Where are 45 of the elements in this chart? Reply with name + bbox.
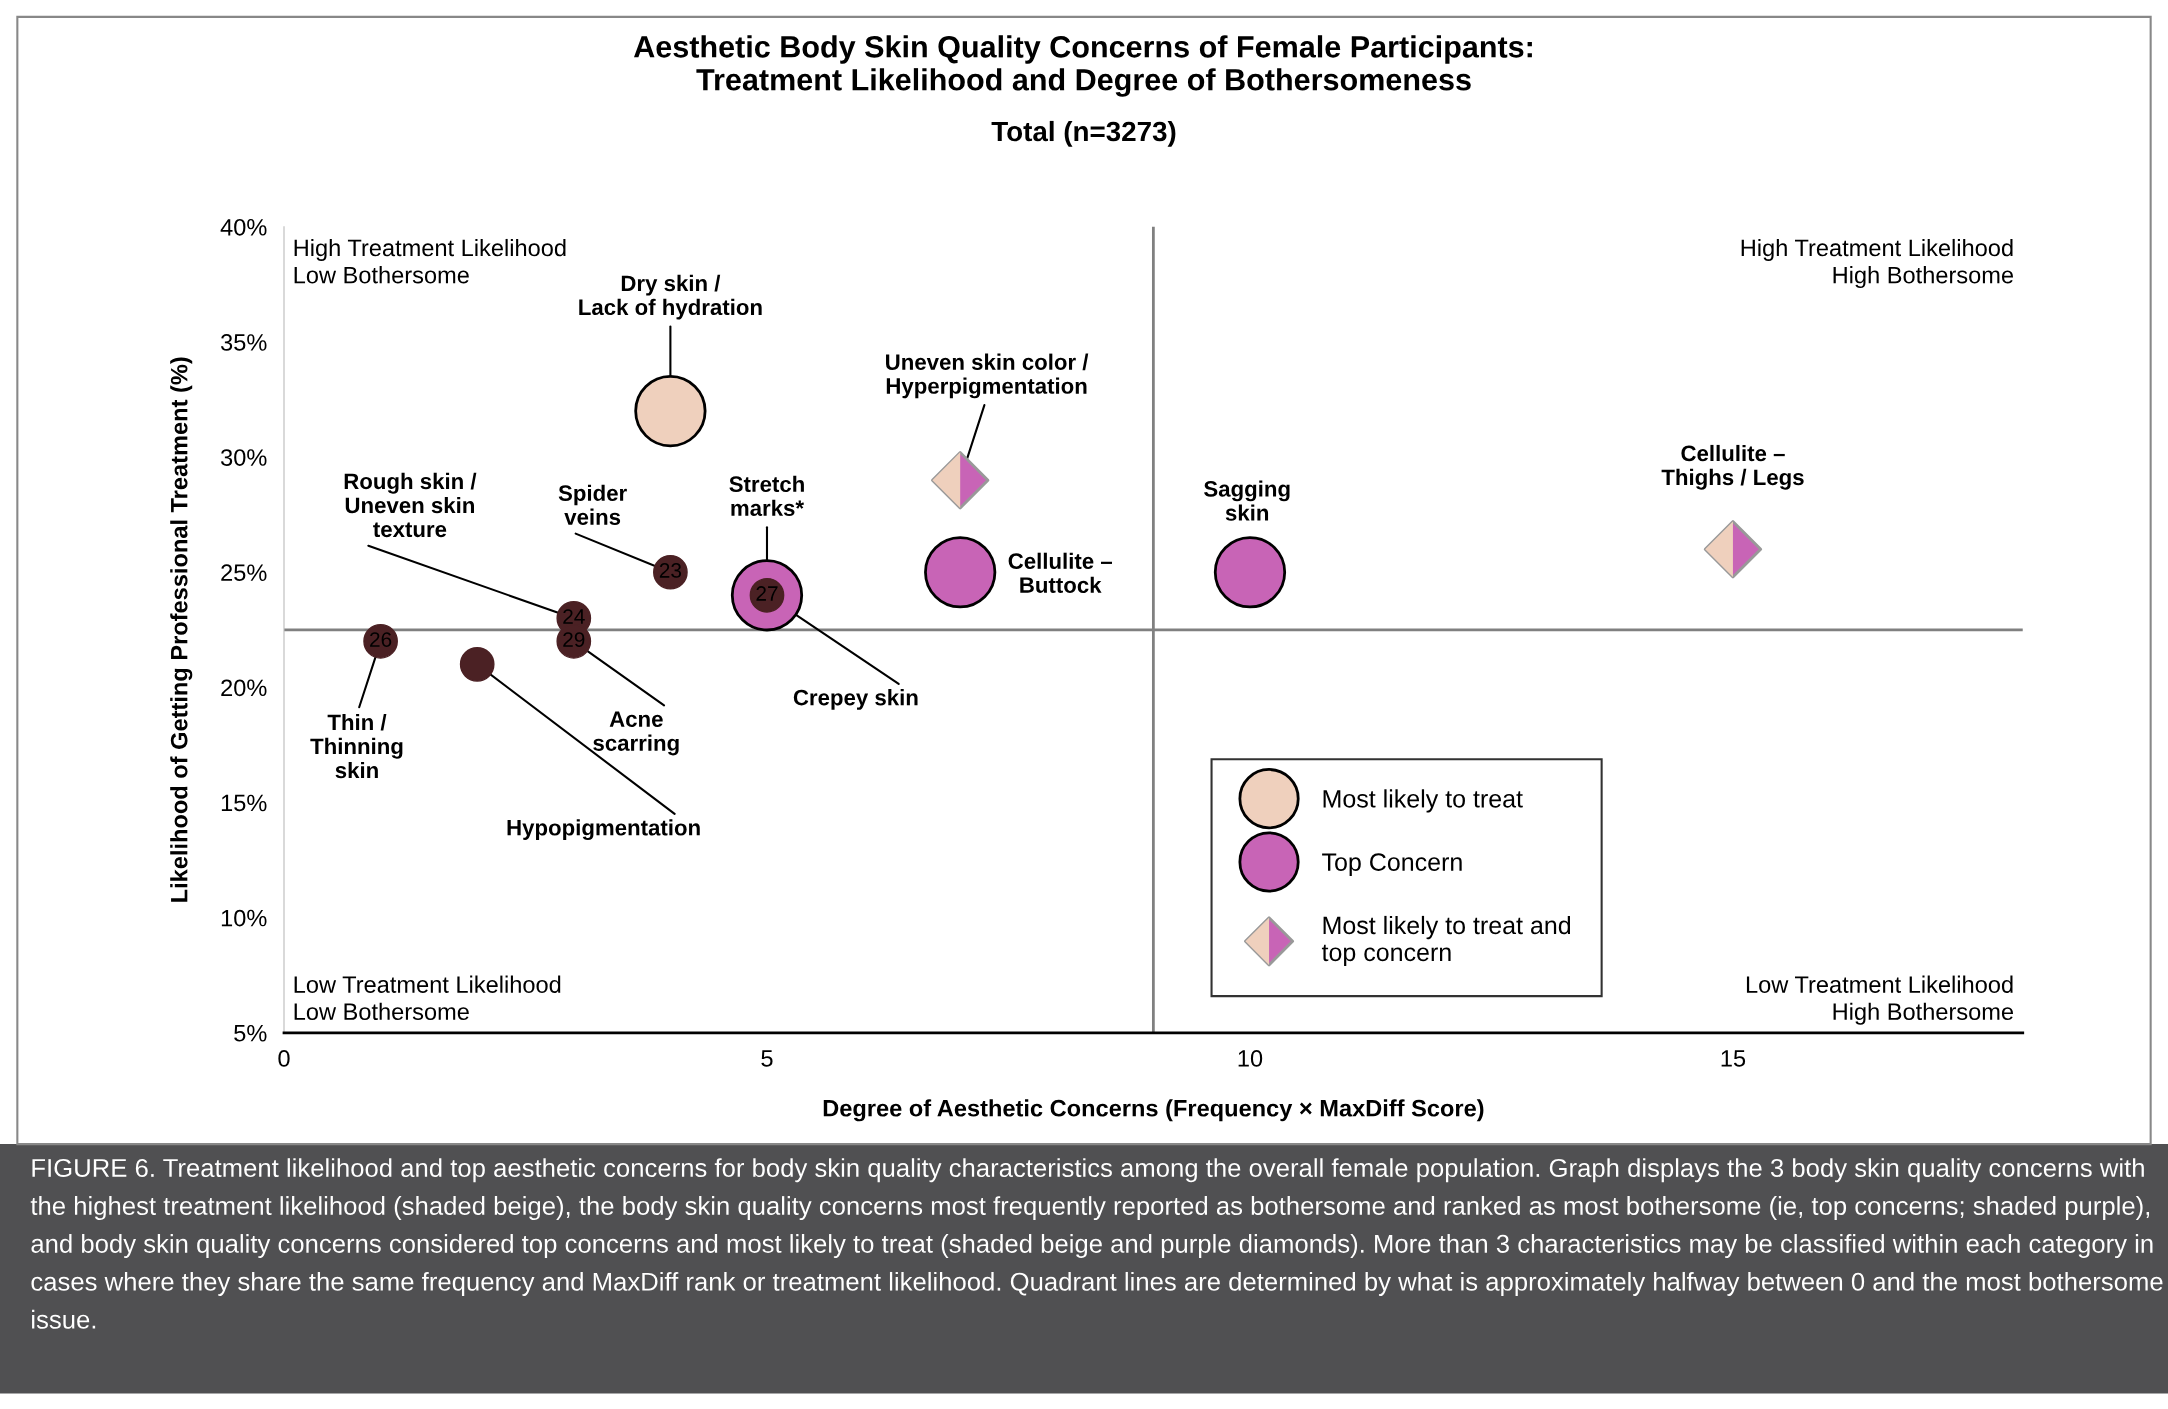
legend-label: Most likely to treat — [1323, 789, 1523, 813]
x-tick-label: 10 — [1238, 1050, 1263, 1067]
annotation: Uneven skin color / Hyperpigmentation — [886, 353, 1089, 399]
annotation: 26 — [370, 632, 392, 647]
x-tick-label: 15 — [1721, 1050, 1746, 1067]
annotation: 27 — [756, 586, 778, 601]
annotation: Stretch marks* — [729, 475, 805, 516]
chart-title: Aesthetic Body Skin Quality Concerns of Female Participants: Treatment Likelihood and Degree of Bothersomeness — [633, 35, 1532, 97]
y-tick-label: 5% — [234, 1024, 267, 1042]
y-tick-label: 25% — [221, 564, 267, 582]
y-tick-label: 10% — [221, 909, 267, 927]
annotation: 29 — [563, 632, 585, 647]
annotation: 23 — [659, 563, 682, 578]
y-tick-label: 40% — [220, 218, 267, 236]
caption: FIGURE 6. Treatment likelihood and top aesthetic concerns for body skin quality characteristics among the overall female population. Graph displays the 3 body skin quality concerns with the highest treatment likelihood (shaded beige), the body skin quality concerns most frequently reported as bothersome and ranked as most bothersome (ie, top concerns; shaded purple), and body skin quality concerns considered top concerns and most likely to treat (shaded beige and purple diamonds). More than 3 characteristics may be classified within each category in cases where they share the same frequency and MaxDiff rank or treatment likelihood. Quadrant lines are determined by what is approximately halfway between 0 and the most bothersome issue. — [30, 1158, 2163, 1329]
point — [924, 536, 997, 609]
x-tick-label: 5 — [761, 1050, 773, 1067]
annotation: Cellulite – Thighs / Legs — [1661, 444, 1804, 490]
annotation: Crepey skin — [793, 689, 918, 710]
point — [1213, 536, 1287, 609]
chart-subtitle: Total (n=3273) — [991, 120, 1176, 147]
y-axis-title: Likelihood of Getting Professional Treatment (%) — [170, 357, 193, 902]
annotation: High Treatment Likelihood High Bothersome — [1741, 238, 2014, 289]
annotation: 24 — [563, 609, 585, 624]
legend-label: Top Concern — [1322, 853, 1462, 876]
annotation: Spider veins — [558, 484, 627, 525]
annotation: Low Treatment Likelihood Low Bothersome — [294, 975, 561, 1021]
y-tick-label: 15% — [221, 794, 267, 812]
legend-label: Most likely to treat and top concern — [1321, 915, 1571, 967]
annotation: Thin / Thinning skin — [310, 713, 403, 779]
annotation: High Treatment Likelihood Low Bothersome — [294, 238, 566, 284]
annotation: Hypopigmentation — [507, 819, 700, 841]
annotation: Sagging skin — [1204, 480, 1290, 521]
point — [459, 647, 495, 682]
annotation: Dry skin / Lack of hydration — [579, 274, 762, 320]
annotation: Acne scarring — [593, 711, 679, 756]
x-axis-title: Degree of Aesthetic Concerns (Frequency × MaxDiff Score) — [823, 1099, 1484, 1122]
x-tick-label: 0 — [278, 1050, 290, 1067]
annotation: Cellulite – Buttock — [1008, 552, 1112, 593]
y-tick-label: 20% — [221, 679, 267, 697]
y-tick-label: 35% — [220, 334, 267, 351]
point — [634, 374, 707, 448]
annotation: Rough skin / Uneven skin texture — [344, 472, 477, 538]
annotation: Low Treatment Likelihood High Bothersome — [1746, 975, 2014, 1025]
y-tick-label: 30% — [220, 449, 267, 466]
